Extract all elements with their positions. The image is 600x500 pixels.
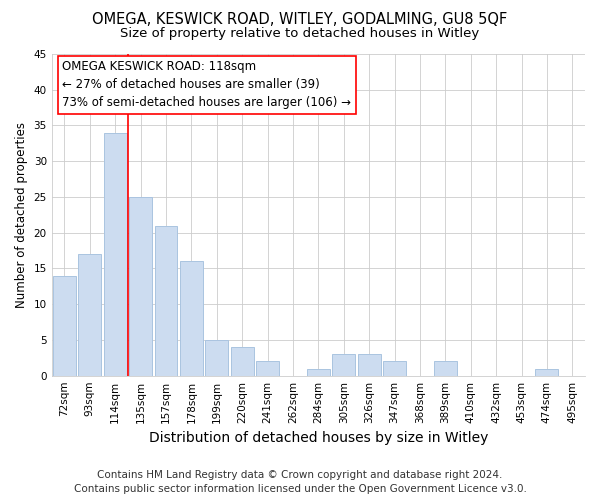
Bar bbox=[307, 368, 330, 376]
Text: OMEGA, KESWICK ROAD, WITLEY, GODALMING, GU8 5QF: OMEGA, KESWICK ROAD, WITLEY, GODALMING, … bbox=[92, 12, 508, 28]
Bar bbox=[231, 347, 254, 376]
Bar bbox=[358, 354, 380, 376]
Bar bbox=[53, 276, 76, 376]
Text: Size of property relative to detached houses in Witley: Size of property relative to detached ho… bbox=[121, 28, 479, 40]
Bar bbox=[79, 254, 101, 376]
Bar bbox=[434, 362, 457, 376]
Text: Contains HM Land Registry data © Crown copyright and database right 2024.
Contai: Contains HM Land Registry data © Crown c… bbox=[74, 470, 526, 494]
Bar bbox=[180, 262, 203, 376]
Bar bbox=[535, 368, 559, 376]
Bar bbox=[383, 362, 406, 376]
Bar bbox=[256, 362, 279, 376]
Text: OMEGA KESWICK ROAD: 118sqm
← 27% of detached houses are smaller (39)
73% of semi: OMEGA KESWICK ROAD: 118sqm ← 27% of deta… bbox=[62, 60, 352, 110]
Bar bbox=[104, 132, 127, 376]
Bar bbox=[332, 354, 355, 376]
Bar bbox=[129, 197, 152, 376]
Bar bbox=[205, 340, 228, 376]
X-axis label: Distribution of detached houses by size in Witley: Distribution of detached houses by size … bbox=[149, 431, 488, 445]
Y-axis label: Number of detached properties: Number of detached properties bbox=[15, 122, 28, 308]
Bar bbox=[155, 226, 178, 376]
